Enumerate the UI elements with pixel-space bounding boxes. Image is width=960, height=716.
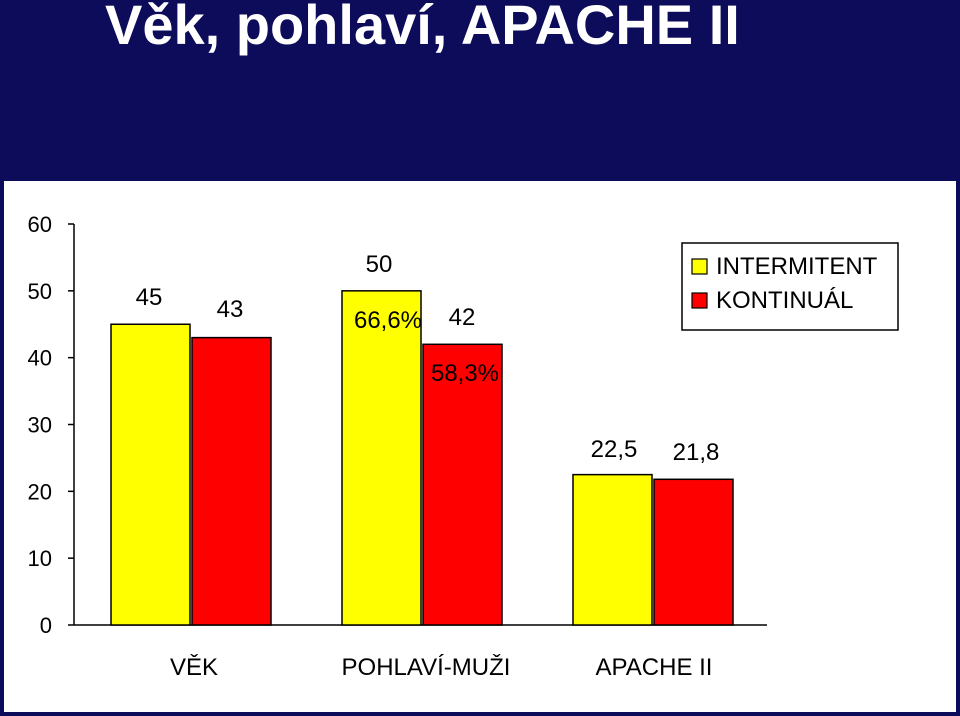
- x-category-label: POHLAVÍ-MUŽI: [342, 654, 511, 681]
- y-tick-label: 60: [28, 212, 52, 237]
- y-tick-label: 20: [28, 479, 52, 504]
- bar-kontinual: [653, 478, 734, 626]
- chart-panel: 0 10 20 30 40 50 60 VĚK POHLAVÍ-MUŽI APACHE II 45…: [4, 181, 956, 712]
- legend: INTERMITENT KONTINUÁL: [681, 242, 899, 331]
- bar-kontinual: [422, 343, 503, 626]
- y-tick-label: 10: [28, 546, 52, 571]
- bar-kontinual: [191, 336, 272, 626]
- legend-swatch-intermitent: [691, 258, 708, 275]
- bar-chart: 0 10 20 30 40 50 60 VĚK POHLAVÍ-MUŽI APACHE II 45…: [28, 212, 899, 681]
- data-label: 50: [366, 251, 393, 278]
- y-tick-label: 30: [28, 413, 52, 438]
- percent-annotation: 58,3%: [431, 360, 499, 387]
- bar-intermitent: [110, 323, 191, 626]
- y-tick-label: 0: [40, 613, 52, 638]
- x-category-label: VĚK: [170, 654, 218, 681]
- axes: 0 10 20 30 40 50 60 VĚK POHLAVÍ-MUŽI APACHE II: [28, 212, 767, 681]
- percent-annotation: 66,6%: [354, 307, 422, 334]
- data-label: 43: [217, 296, 244, 323]
- y-tick-label: 40: [28, 346, 52, 371]
- data-label: 45: [136, 284, 163, 311]
- legend-label: INTERMITENT: [716, 253, 878, 280]
- data-label: 21,8: [673, 439, 720, 466]
- y-tick-label: 50: [28, 279, 52, 304]
- bar-intermitent: [572, 473, 653, 626]
- legend-box: [681, 242, 899, 331]
- bar-intermitent: [341, 290, 422, 626]
- slide-title: Věk, pohlaví, APACHE II: [105, 0, 740, 56]
- value-labels: 45 50 22,5 43 42 21,8 66,6% 58,3%: [136, 251, 720, 466]
- data-label: 42: [449, 304, 476, 331]
- bars: [110, 290, 734, 626]
- x-category-label: APACHE II: [596, 654, 713, 681]
- legend-label: KONTINUÁL: [716, 287, 853, 314]
- legend-swatch-kontinual: [691, 292, 708, 309]
- data-label: 22,5: [591, 436, 638, 463]
